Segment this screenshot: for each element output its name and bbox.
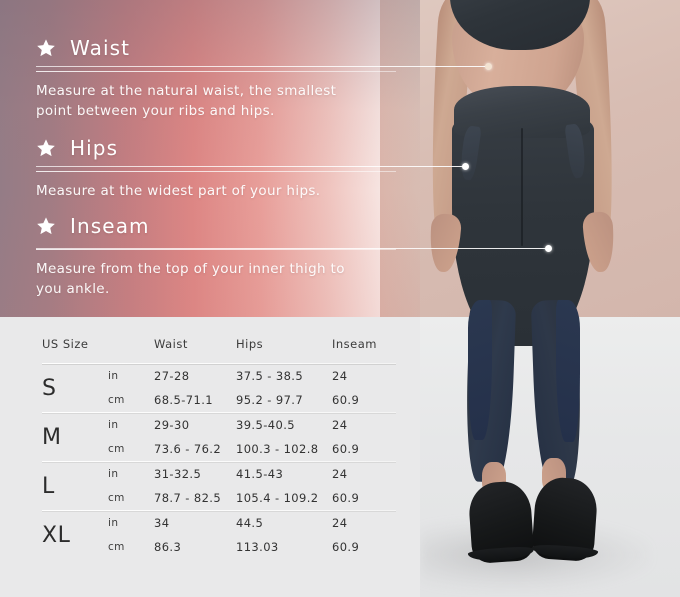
row-divider bbox=[42, 461, 396, 462]
hips-in-m: 39.5-40.5 bbox=[236, 418, 295, 432]
measurement-title-inseam: Inseam bbox=[70, 214, 150, 238]
header-unit bbox=[108, 337, 154, 363]
inseam-cm-xl: 60.9 bbox=[332, 540, 360, 554]
inseam-in-m: 24 bbox=[332, 418, 348, 432]
measurement-block-inseam: Inseam Measure from the top of your inne… bbox=[36, 211, 396, 299]
measurement-block-hips: Hips Measure at the widest part of your … bbox=[36, 133, 396, 202]
measurement-header-waist: Waist bbox=[36, 33, 396, 63]
row-divider-row bbox=[42, 510, 396, 511]
waist-in-m: 29-30 bbox=[154, 418, 190, 432]
unit-in-l: in bbox=[108, 468, 119, 480]
gradient-overlay-tint bbox=[0, 0, 420, 317]
measurement-rule-hips bbox=[36, 171, 396, 172]
size-table-header-row: US Size Waist Hips Inseam bbox=[42, 337, 396, 363]
row-divider-row bbox=[42, 461, 396, 462]
inseam-cm-l: 60.9 bbox=[332, 491, 360, 505]
hips-measure-point bbox=[462, 163, 469, 170]
inseam-leader-line bbox=[36, 248, 546, 249]
unit-cm-m: cm bbox=[108, 443, 125, 455]
inseam-in-l: 24 bbox=[332, 467, 348, 481]
table-row[interactable]: cm 78.7 - 82.5 105.4 - 109.2 60.9 bbox=[42, 486, 396, 510]
hips-in-xl: 44.5 bbox=[236, 516, 264, 530]
measurement-title-hips: Hips bbox=[70, 136, 119, 160]
table-row[interactable]: L in 31-32.5 41.5-43 24 bbox=[42, 462, 396, 499]
unit-in-m: in bbox=[108, 419, 119, 431]
leggings-center-seam bbox=[521, 128, 523, 246]
row-divider-cell bbox=[42, 510, 396, 511]
table-row[interactable]: XL in 34 44.5 24 bbox=[42, 511, 396, 548]
table-row[interactable]: cm 68.5-71.1 95.2 - 97.7 60.9 bbox=[42, 388, 396, 412]
table-row[interactable]: M in 29-30 39.5-40.5 24 bbox=[42, 413, 396, 450]
unit-cm-l: cm bbox=[108, 492, 125, 504]
measurement-header-inseam: Inseam bbox=[36, 211, 396, 241]
inseam-in-s: 24 bbox=[332, 369, 348, 383]
measurement-rule-inseam bbox=[36, 249, 396, 250]
inseam-in-xl: 24 bbox=[332, 516, 348, 530]
hips-cm-l: 105.4 - 109.2 bbox=[236, 491, 319, 505]
size-label-xl: XL bbox=[42, 522, 71, 548]
table-row[interactable]: cm 86.3 113.03 60.9 bbox=[42, 535, 396, 559]
leggings-right-navy-panel bbox=[556, 300, 580, 442]
waist-in-l: 31-32.5 bbox=[154, 467, 202, 481]
hips-in-s: 37.5 - 38.5 bbox=[236, 369, 304, 383]
gradient-overlay bbox=[0, 0, 420, 317]
measurement-title-waist: Waist bbox=[70, 36, 131, 60]
size-table-panel: US Size Waist Hips Inseam S in 27- bbox=[0, 317, 420, 597]
waist-in-xl: 34 bbox=[154, 516, 170, 530]
size-table-head: US Size Waist Hips Inseam bbox=[42, 337, 396, 364]
waist-cm-l: 78.7 - 82.5 bbox=[154, 491, 222, 505]
star-icon bbox=[37, 217, 55, 235]
hips-in-l: 41.5-43 bbox=[236, 467, 284, 481]
measurement-rule-waist bbox=[36, 71, 396, 72]
header-hips: Hips bbox=[236, 337, 264, 351]
size-label-s: S bbox=[42, 375, 57, 401]
waist-leader-line bbox=[36, 66, 486, 67]
leggings-left-navy-panel bbox=[468, 300, 492, 440]
row-divider-cell bbox=[42, 412, 396, 413]
row-divider bbox=[42, 510, 396, 511]
measurement-description-inseam: Measure from the top of your inner thigh… bbox=[36, 261, 345, 297]
table-row[interactable]: cm 73.6 - 76.2 100.3 - 102.8 60.9 bbox=[42, 437, 396, 461]
unit-cm-xl: cm bbox=[108, 541, 125, 553]
waist-in-s: 27-28 bbox=[154, 369, 190, 383]
waist-cm-xl: 86.3 bbox=[154, 540, 182, 554]
hips-cm-xl: 113.03 bbox=[236, 540, 279, 554]
size-label-m: M bbox=[42, 424, 62, 450]
header-divider bbox=[42, 363, 396, 364]
unit-in-xl: in bbox=[108, 517, 119, 529]
waist-cm-m: 73.6 - 76.2 bbox=[154, 442, 222, 456]
measurement-block-waist: Waist Measure at the natural waist, the … bbox=[36, 33, 396, 121]
unit-in-s: in bbox=[108, 370, 119, 382]
star-icon bbox=[37, 139, 55, 157]
header-divider-cell bbox=[42, 363, 396, 364]
row-divider bbox=[42, 412, 396, 413]
unit-cm-s: cm bbox=[108, 394, 125, 406]
measurement-header-hips: Hips bbox=[36, 133, 396, 163]
row-divider-row bbox=[42, 412, 396, 413]
row-divider-cell bbox=[42, 461, 396, 462]
size-table-body: S in 27-28 37.5 - 38.5 24 cm 68.5-71.1 9… bbox=[42, 364, 396, 559]
inseam-cm-m: 60.9 bbox=[332, 442, 360, 456]
header-divider-row bbox=[42, 363, 396, 364]
size-label-l: L bbox=[42, 473, 55, 499]
inseam-cm-s: 60.9 bbox=[332, 393, 360, 407]
waist-cm-s: 68.5-71.1 bbox=[154, 393, 213, 407]
inseam-measure-point bbox=[545, 245, 552, 252]
waist-measure-point bbox=[485, 63, 492, 70]
size-chart-table: US Size Waist Hips Inseam S in 27- bbox=[42, 337, 396, 559]
hips-cm-m: 100.3 - 102.8 bbox=[236, 442, 319, 456]
hips-leader-line bbox=[36, 166, 464, 167]
header-us-size: US Size bbox=[42, 337, 89, 351]
hips-cm-s: 95.2 - 97.7 bbox=[236, 393, 304, 407]
header-waist: Waist bbox=[154, 337, 188, 351]
measurement-description-hips: Measure at the widest part of your hips. bbox=[36, 183, 321, 199]
star-icon bbox=[37, 39, 55, 57]
header-inseam: Inseam bbox=[332, 337, 377, 351]
measurement-description-waist: Measure at the natural waist, the smalle… bbox=[36, 83, 337, 119]
table-row[interactable]: S in 27-28 37.5 - 38.5 24 bbox=[42, 364, 396, 401]
